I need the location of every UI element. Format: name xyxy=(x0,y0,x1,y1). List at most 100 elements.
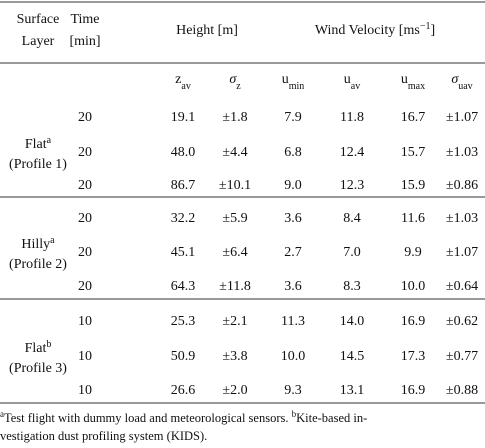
cell: 3.6 xyxy=(284,211,302,226)
header-cell: Surface xyxy=(17,12,60,27)
superscript: a xyxy=(47,135,52,146)
cell: 17.3 xyxy=(401,349,426,364)
cell: 64.3 xyxy=(171,279,196,294)
cell: 10 xyxy=(78,349,92,364)
footnote: vestigation dust profiling system (KIDS)… xyxy=(0,429,207,443)
superscript: a xyxy=(0,409,4,419)
cell: ±5.9 xyxy=(222,211,247,226)
cell: ±10.1 xyxy=(219,178,251,193)
cell: 12.3 xyxy=(340,178,365,193)
cell: 20 xyxy=(78,211,92,226)
cell: 10.0 xyxy=(401,279,426,294)
label-text: Hilly xyxy=(21,237,50,252)
cell: 7.0 xyxy=(343,245,361,260)
symbol: σ xyxy=(451,72,459,87)
cell: 6.8 xyxy=(284,145,302,160)
group-profile: (Profile 3) xyxy=(9,361,67,376)
subheader-cell: umax xyxy=(401,72,425,92)
subheader-cell: uav xyxy=(344,72,360,92)
cell: 20 xyxy=(78,279,92,294)
cell: 45.1 xyxy=(171,245,196,260)
symbol: u xyxy=(401,72,408,87)
cell: 20 xyxy=(78,245,92,260)
subscript: min xyxy=(289,81,305,92)
cell: 16.9 xyxy=(401,314,426,329)
cell: 15.9 xyxy=(401,178,426,193)
label-text: Flat xyxy=(25,341,47,356)
cell: 11.3 xyxy=(281,314,305,329)
cell: 86.7 xyxy=(171,178,196,193)
cell: 10 xyxy=(78,383,92,398)
subheader-cell: σz xyxy=(229,72,241,92)
cell: 20 xyxy=(78,110,92,125)
cell: ±0.77 xyxy=(446,349,478,364)
cell: 15.7 xyxy=(401,145,426,160)
cell: ±1.07 xyxy=(446,110,478,125)
cell: 8.3 xyxy=(343,279,361,294)
subscript: av xyxy=(181,81,190,92)
subscript: z xyxy=(236,81,241,92)
cell: 13.1 xyxy=(340,383,365,398)
cell: 20 xyxy=(78,145,92,160)
subscript: uav xyxy=(458,81,472,92)
cell: 16.9 xyxy=(401,383,426,398)
label-text: Flat xyxy=(25,137,47,152)
superscript: a xyxy=(50,235,55,246)
group-profile: (Profile 1) xyxy=(9,157,67,172)
cell: 25.3 xyxy=(171,314,196,329)
cell: ±4.4 xyxy=(222,145,247,160)
cell: ±1.8 xyxy=(222,110,247,125)
symbol: z xyxy=(175,72,181,87)
cell: 32.2 xyxy=(171,211,196,226)
header-cell: [min] xyxy=(69,34,100,49)
cell: 9.9 xyxy=(404,245,422,260)
cell: 20 xyxy=(78,178,92,193)
cell: ±3.8 xyxy=(222,349,247,364)
cell: ±1.07 xyxy=(446,245,478,260)
footnote-text: Test flight with dummy load and meteorol… xyxy=(4,411,289,425)
cell: ±11.8 xyxy=(219,279,251,294)
symbol: u xyxy=(282,72,289,87)
cell: ±1.03 xyxy=(446,145,478,160)
cell: ±0.86 xyxy=(446,178,478,193)
cell: ±2.1 xyxy=(222,314,247,329)
cell: 9.3 xyxy=(284,383,302,398)
cell: 10.0 xyxy=(281,349,306,364)
cell: 9.0 xyxy=(284,178,302,193)
cell: 11.8 xyxy=(340,110,364,125)
header-cell: Layer xyxy=(22,34,55,49)
footnote: aTest flight with dummy load and meteoro… xyxy=(0,409,367,425)
header-cell: Wind Velocity [ms−1] xyxy=(315,21,435,39)
subheader-cell: umin xyxy=(282,72,305,92)
cell: ±6.4 xyxy=(222,245,247,260)
group-label: Flata xyxy=(25,135,52,153)
group-label: Hillya xyxy=(21,235,55,253)
subheader-cell: zav xyxy=(175,72,191,92)
footnote-text: Kite-based in- xyxy=(296,411,367,425)
cell: 50.9 xyxy=(171,349,196,364)
cell: 48.0 xyxy=(171,145,196,160)
cell: ±0.64 xyxy=(446,279,478,294)
cell: 14.0 xyxy=(340,314,365,329)
cell: 26.6 xyxy=(171,383,196,398)
header-text: ] xyxy=(430,23,435,38)
symbol: σ xyxy=(229,72,237,87)
cell: ±0.62 xyxy=(446,314,478,329)
symbol: u xyxy=(344,72,351,87)
cell: 2.7 xyxy=(284,245,302,260)
cell: 11.6 xyxy=(401,211,425,226)
superscript: b xyxy=(292,409,297,419)
cell: 8.4 xyxy=(343,211,361,226)
cell: 16.7 xyxy=(401,110,426,125)
cell: 14.5 xyxy=(340,349,365,364)
superscript: b xyxy=(46,339,51,350)
cell: 19.1 xyxy=(171,110,196,125)
header-cell: Time xyxy=(70,12,99,27)
subheader-cell: σuav xyxy=(451,72,472,92)
cell: 12.4 xyxy=(340,145,365,160)
cell: ±0.88 xyxy=(446,383,478,398)
superscript: −1 xyxy=(420,21,431,32)
subscript: max xyxy=(408,81,425,92)
cell: ±2.0 xyxy=(222,383,247,398)
